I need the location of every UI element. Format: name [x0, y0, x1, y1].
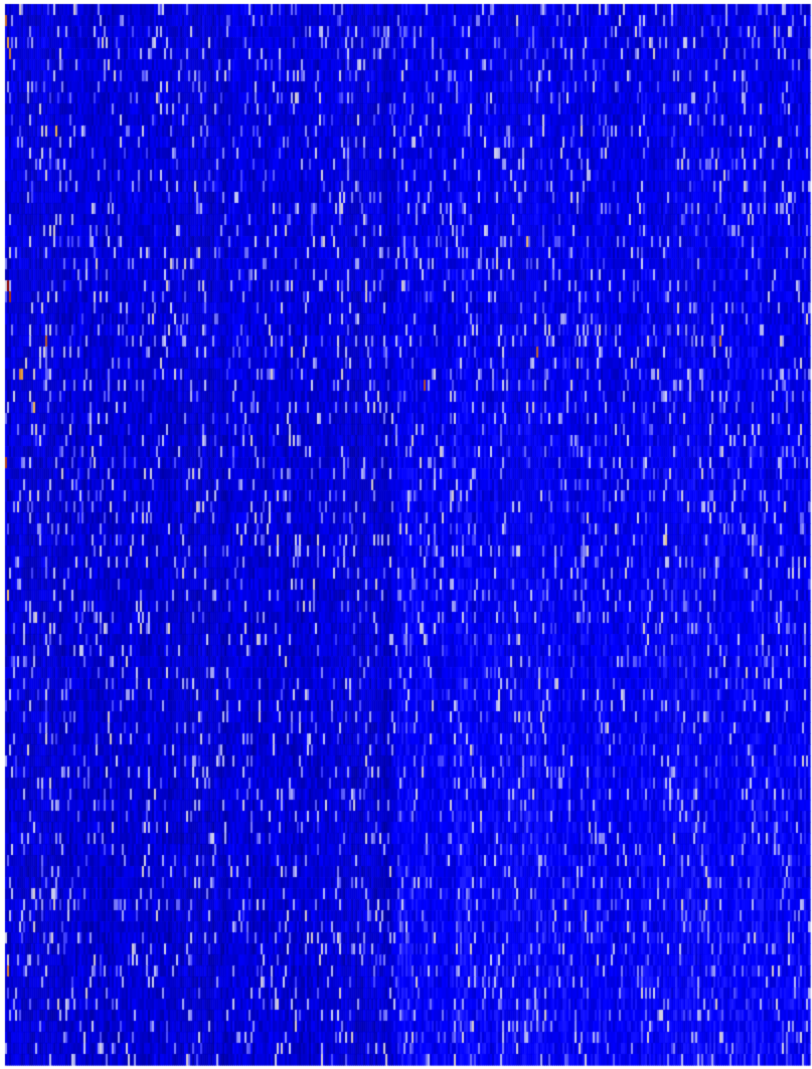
heatmap-canvas — [0, 0, 812, 1069]
heatmap-frame — [0, 0, 812, 1069]
